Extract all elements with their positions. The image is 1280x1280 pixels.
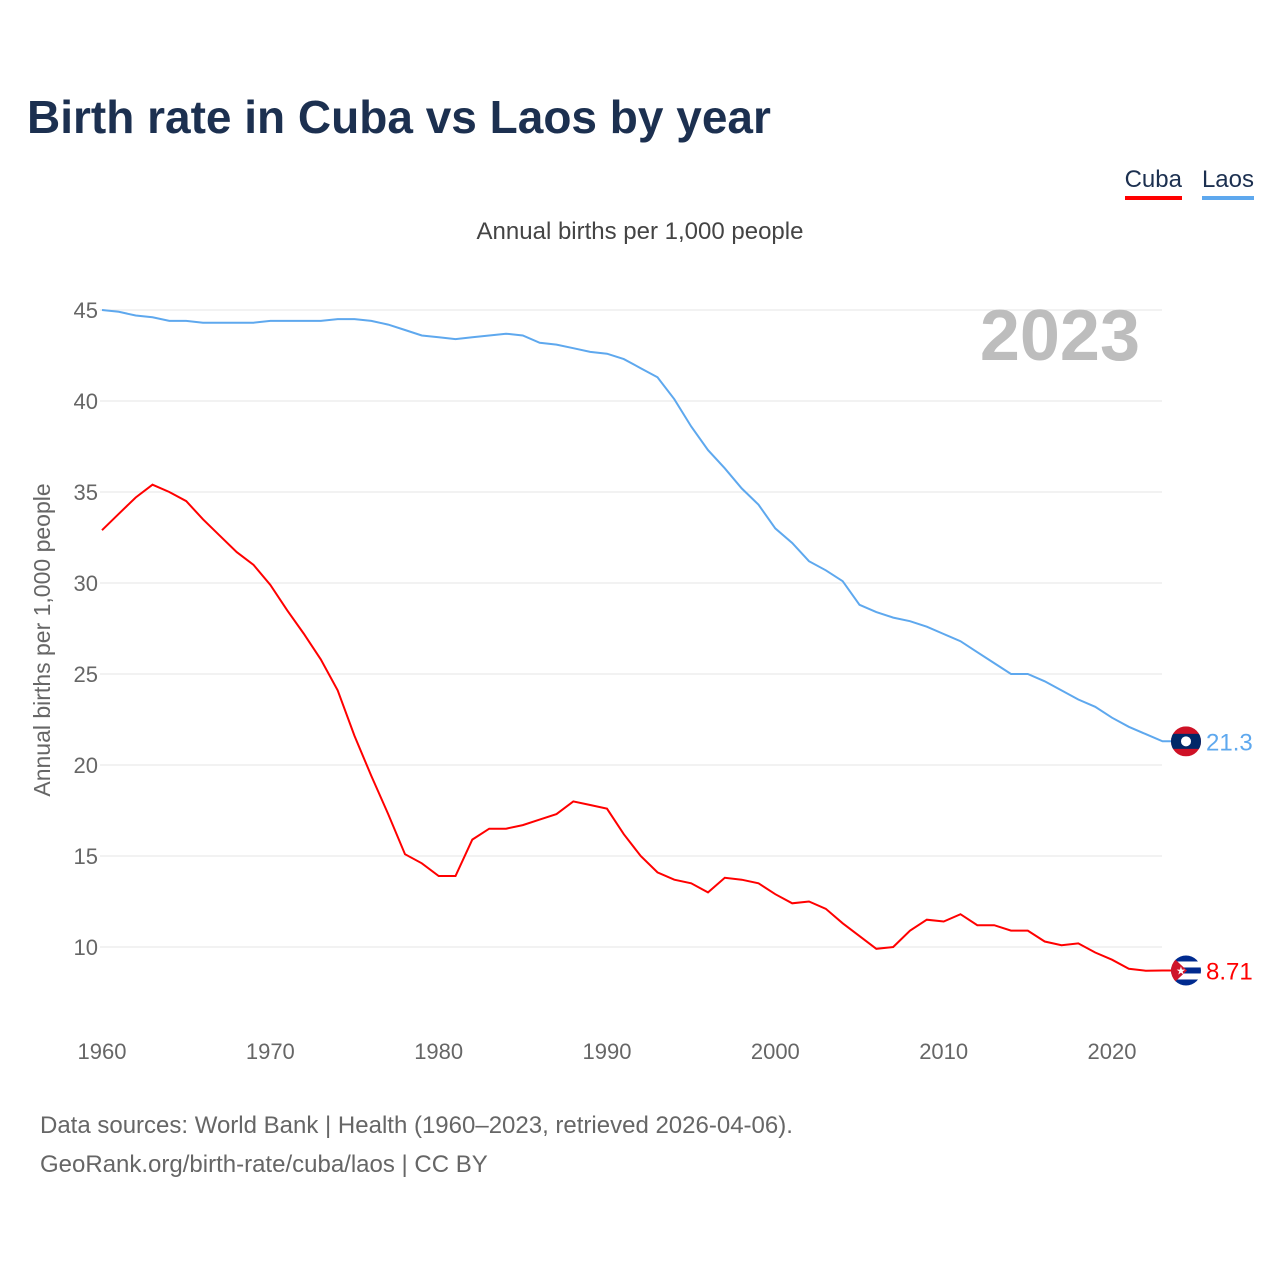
x-tick-label: 1970 <box>246 1039 295 1064</box>
legend: Cuba Laos <box>1124 166 1254 200</box>
svg-text:★: ★ <box>1176 965 1186 977</box>
y-tick-label: 25 <box>74 662 98 687</box>
y-tick-label: 45 <box>74 298 98 323</box>
laos-flag-icon <box>1171 726 1201 757</box>
x-tick-label: 1980 <box>414 1039 463 1064</box>
legend-item-cuba[interactable]: Cuba <box>1124 166 1182 200</box>
x-tick-label: 2020 <box>1088 1039 1137 1064</box>
y-axis-label: Annual births per 1,000 people <box>29 483 55 796</box>
page-title: Birth rate in Cuba vs Laos by year <box>27 91 771 143</box>
x-tick-label: 1960 <box>78 1039 127 1064</box>
source-link[interactable]: GeoRank.org/birth-rate/cuba/laos | CC BY <box>40 1151 488 1178</box>
series-line-laos <box>101 309 1175 743</box>
legend-item-laos[interactable]: Laos <box>1201 166 1254 200</box>
year-watermark: 2023 <box>980 296 1140 376</box>
y-tick-label: 15 <box>74 844 98 869</box>
chart-subtitle: Annual births per 1,000 people <box>476 218 804 245</box>
y-tick-label: 30 <box>74 571 98 596</box>
end-value-label-laos: 21.3 <box>1206 729 1253 756</box>
source-text: Data sources: World Bank | Health (1960–… <box>40 1112 793 1139</box>
series-line-cuba <box>101 483 1175 972</box>
x-tick-label: 2000 <box>751 1039 800 1064</box>
cuba-flag-icon: ★ <box>1171 955 1201 986</box>
end-value-label-cuba: 8.71 <box>1206 958 1253 985</box>
y-tick-label: 35 <box>74 480 98 505</box>
y-tick-label: 10 <box>74 935 98 960</box>
x-tick-label: 2010 <box>919 1039 968 1064</box>
y-tick-label: 20 <box>74 753 98 778</box>
x-tick-label: 1990 <box>583 1039 632 1064</box>
y-tick-label: 40 <box>74 389 98 414</box>
footer: Data sources: World Bank | Health (1960–… <box>40 1106 793 1184</box>
